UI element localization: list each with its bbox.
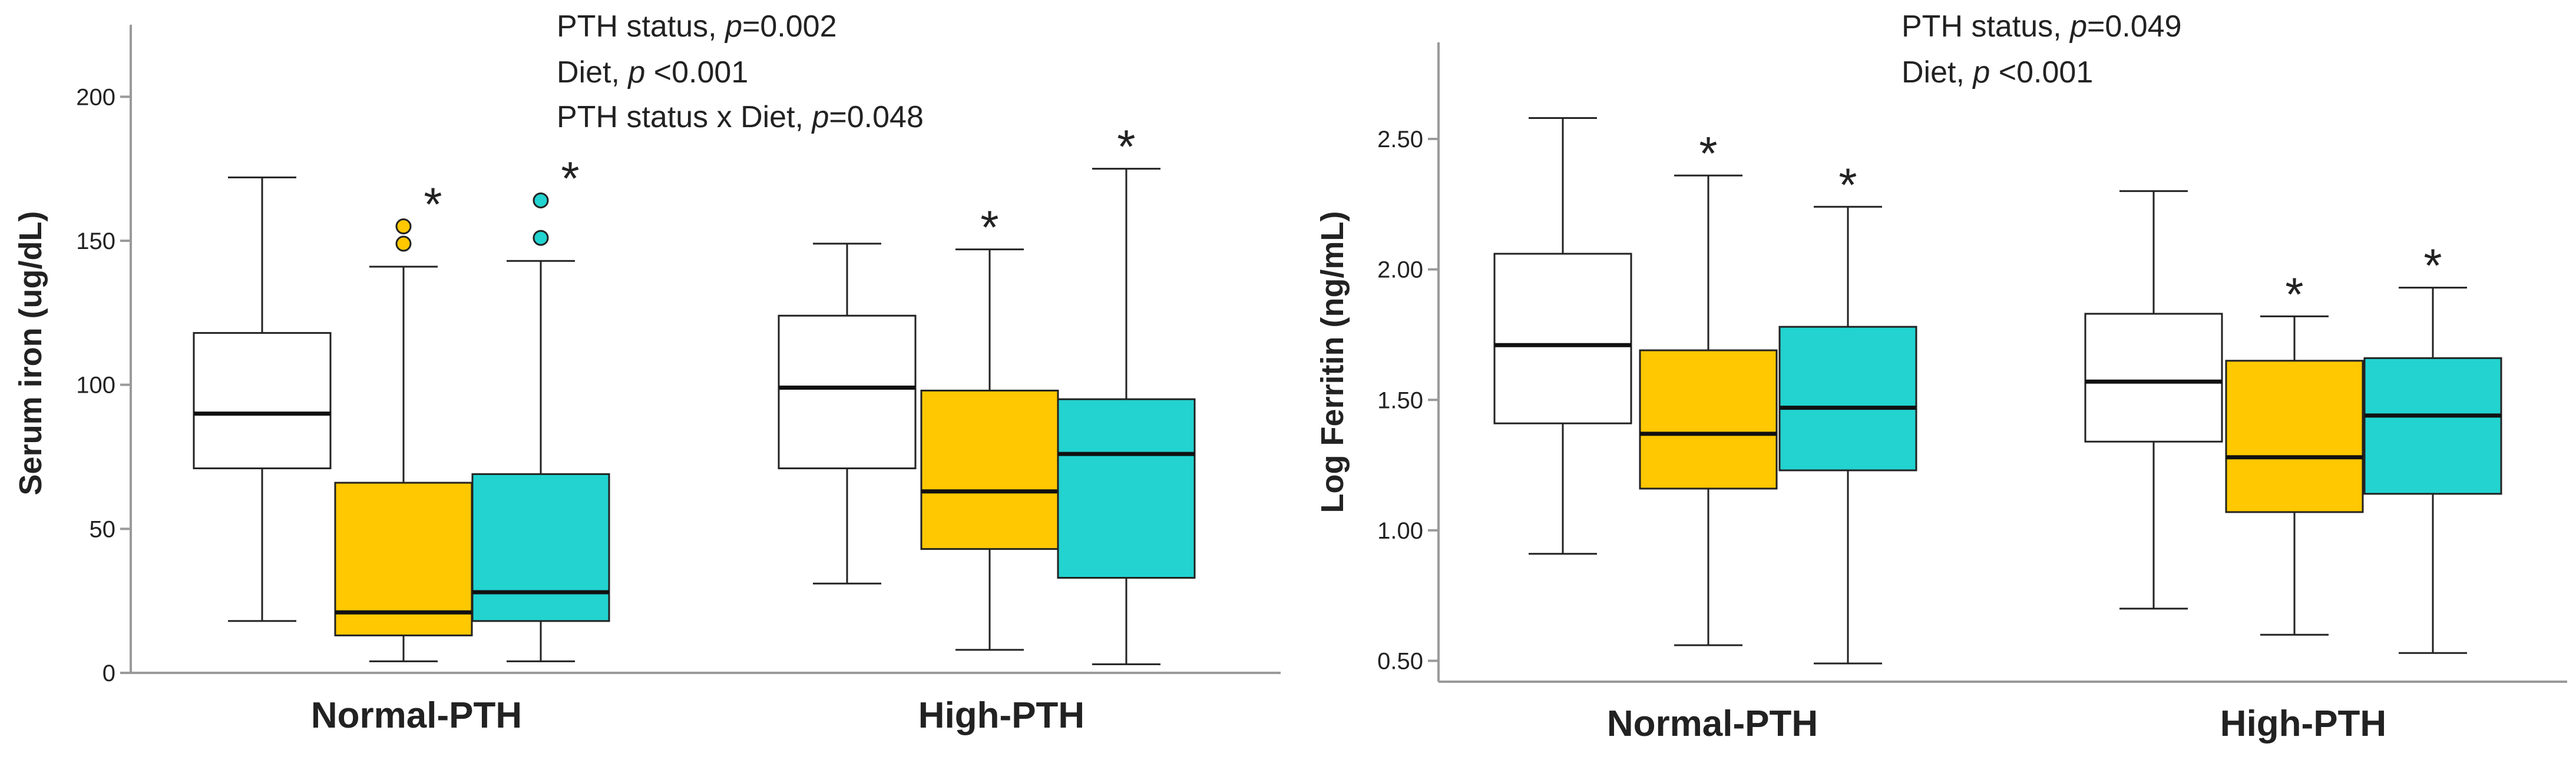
iqr-box <box>193 332 332 470</box>
stat-diet: Diet, p <0.001 <box>1902 55 2093 89</box>
iqr-box <box>1493 253 1632 424</box>
box-normal-pth-diet-yellow: * <box>1639 127 1778 646</box>
outlier-point <box>533 192 549 208</box>
box-high-pth-diet-yellow: * <box>920 201 1059 651</box>
box-normal-pth-diet-yellow: * <box>334 178 473 662</box>
y-tick-label: 150 <box>76 228 115 254</box>
iqr-box <box>778 314 917 470</box>
box-high-pth-diet-yellow: * <box>2225 268 2364 636</box>
stats-annotations: PTH status, p=0.049 Diet, p <0.001 <box>1902 9 2182 89</box>
y-tick-label: 1.00 <box>1377 518 1423 544</box>
significance-asterisk: * <box>424 178 442 231</box>
y-tick-label: 0.50 <box>1377 649 1423 675</box>
category-label-normal-pth: Normal-PTH <box>1607 703 1818 744</box>
category-label-high-pth: High-PTH <box>2220 703 2386 744</box>
box-normal-pth-control <box>1493 117 1632 555</box>
significance-asterisk: * <box>2285 268 2303 320</box>
box-high-pth-diet-teal: * <box>2363 240 2502 654</box>
box-high-pth-control <box>778 243 917 585</box>
boxes: * * * * <box>193 121 1196 665</box>
y-tick-label: 2.00 <box>1377 257 1423 283</box>
iqr-box <box>2363 357 2502 495</box>
significance-asterisk: * <box>1699 127 1717 180</box>
y-tick-label: 200 <box>76 84 115 110</box>
y-ticks: 0.50 1.00 1.50 2.00 2.50 <box>1377 127 1439 675</box>
significance-asterisk: * <box>2423 240 2442 292</box>
category-label-normal-pth: Normal-PTH <box>311 695 522 736</box>
iqr-box <box>1057 398 1196 579</box>
stat-pth-status: PTH status, p=0.049 <box>1902 9 2182 44</box>
outlier-point <box>533 230 549 246</box>
stats-annotations: PTH status, p=0.002 Diet, p <0.001 PTH s… <box>557 9 924 134</box>
iqr-box <box>1778 326 1917 472</box>
box-high-pth-control <box>2084 190 2223 610</box>
iqr-box <box>1639 349 1778 490</box>
y-tick-label: 2.50 <box>1377 127 1423 152</box>
serum-iron-panel: 0 50 100 150 200 Serum iron (ug/dL) PTH stat… <box>13 9 1281 736</box>
significance-asterisk: * <box>980 201 998 254</box>
box-normal-pth-diet-teal: * <box>1778 158 1917 665</box>
y-tick-label: 1.50 <box>1377 387 1423 413</box>
log-ferritin-panel: 0.50 1.00 1.50 2.00 2.50 Log Ferritin (ng/mL… <box>1315 9 2567 744</box>
y-tick-label: 50 <box>90 516 116 542</box>
iqr-box <box>471 473 610 622</box>
significance-asterisk: * <box>1117 121 1135 173</box>
box-normal-pth-diet-teal: * <box>471 152 610 662</box>
category-label-high-pth: High-PTH <box>918 695 1084 736</box>
stat-diet: Diet, p <0.001 <box>557 55 748 89</box>
y-ticks: 0 50 100 150 200 <box>76 84 131 686</box>
y-axis-title: Log Ferritin (ng/mL) <box>1315 211 1350 513</box>
stat-interaction: PTH status x Diet, p=0.048 <box>557 100 924 134</box>
iqr-box <box>920 389 1059 550</box>
outlier-point <box>395 218 412 235</box>
iqr-box <box>2084 313 2223 443</box>
significance-asterisk: * <box>1838 158 1857 211</box>
box-normal-pth-control <box>193 176 332 622</box>
iqr-box <box>334 482 473 636</box>
outlier-point <box>395 235 412 252</box>
box-high-pth-diet-teal: * <box>1057 121 1196 665</box>
boxes: * * * * <box>1493 117 2502 665</box>
y-tick-label: 100 <box>76 373 115 399</box>
y-tick-label: 0 <box>102 661 115 686</box>
y-axis-title: Serum iron (ug/dL) <box>13 211 48 496</box>
stat-pth-status: PTH status, p=0.002 <box>557 9 837 44</box>
significance-asterisk: * <box>561 152 579 204</box>
iqr-box <box>2225 360 2364 513</box>
